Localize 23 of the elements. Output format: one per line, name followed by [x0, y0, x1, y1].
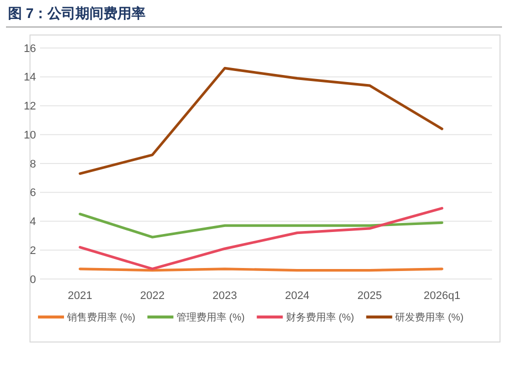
- legend-label: 管理费用率 (%): [176, 312, 245, 324]
- legend-label: 研发费用率 (%): [395, 312, 464, 324]
- y-tick-label: 16: [24, 42, 36, 55]
- y-tick-label: 14: [24, 72, 36, 84]
- line-series: [78, 66, 444, 175]
- y-tick-label: 12: [24, 100, 36, 113]
- x-tick-label: 2021: [68, 290, 92, 302]
- y-tick-label: 2: [30, 244, 36, 257]
- y-tick-label: 8: [30, 158, 36, 170]
- x-tick-label: 2022: [140, 290, 165, 302]
- line-series: [78, 212, 444, 238]
- x-tick-label: 2025: [357, 290, 382, 302]
- y-tick-label: 10: [24, 129, 36, 142]
- line-series: [78, 206, 444, 270]
- x-tick-label: 2023: [212, 290, 238, 302]
- legend-label: 销售费用率 (%): [66, 312, 136, 324]
- x-tick-label: 2024: [284, 290, 310, 302]
- y-tick-label: 0: [30, 274, 36, 286]
- legend-label: 财务费用率 (%): [286, 312, 354, 324]
- y-tick-label: 4: [30, 216, 36, 228]
- y-tick-label: 6: [30, 187, 36, 200]
- chart-title: 图 7：公司期间费用率: [8, 5, 146, 21]
- x-tick-label: 2026q1: [424, 290, 460, 302]
